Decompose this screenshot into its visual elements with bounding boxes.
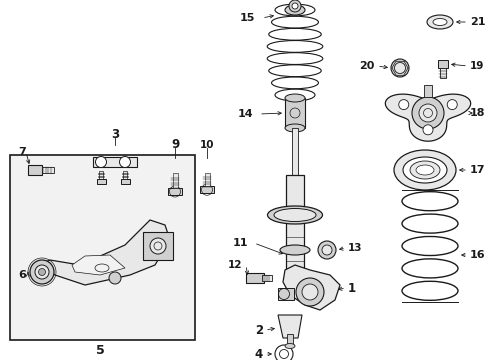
Bar — [96, 179, 105, 184]
Ellipse shape — [393, 150, 455, 190]
Text: 5: 5 — [96, 343, 104, 356]
Ellipse shape — [426, 15, 452, 29]
Ellipse shape — [280, 245, 309, 255]
Text: 14: 14 — [237, 109, 252, 119]
Ellipse shape — [415, 165, 433, 175]
Circle shape — [288, 0, 301, 12]
Bar — [200, 186, 214, 193]
Ellipse shape — [409, 161, 439, 179]
Ellipse shape — [95, 264, 109, 272]
Circle shape — [418, 104, 436, 122]
Circle shape — [150, 238, 165, 254]
Ellipse shape — [285, 5, 305, 15]
Ellipse shape — [273, 208, 315, 221]
Text: 8: 8 — [166, 250, 174, 260]
Text: 12: 12 — [227, 260, 242, 270]
Ellipse shape — [285, 124, 305, 132]
Text: 21: 21 — [469, 17, 485, 27]
Bar — [285, 98, 305, 128]
Text: 11: 11 — [232, 238, 247, 248]
Circle shape — [39, 269, 45, 275]
Text: 15: 15 — [239, 13, 254, 23]
Bar — [122, 171, 127, 179]
Bar — [10, 155, 195, 340]
Circle shape — [411, 97, 443, 129]
Ellipse shape — [432, 18, 446, 26]
Bar — [168, 188, 182, 195]
Text: 1: 1 — [347, 282, 355, 294]
Circle shape — [119, 157, 130, 167]
Bar — [286, 334, 292, 346]
Bar — [439, 68, 445, 78]
Bar — [142, 232, 173, 260]
Ellipse shape — [267, 206, 322, 224]
Circle shape — [394, 63, 405, 73]
Bar — [172, 173, 177, 188]
Text: 13: 13 — [347, 243, 362, 253]
Bar — [204, 173, 209, 186]
Bar — [291, 128, 297, 175]
Text: 18: 18 — [469, 108, 485, 118]
Circle shape — [398, 100, 408, 109]
Text: 6: 6 — [18, 270, 26, 280]
Bar — [423, 85, 431, 97]
Circle shape — [422, 125, 432, 135]
Text: 17: 17 — [469, 165, 485, 175]
Bar — [437, 60, 447, 68]
Bar — [245, 273, 264, 283]
Bar — [93, 157, 137, 167]
Ellipse shape — [285, 343, 294, 348]
Polygon shape — [72, 255, 125, 275]
Ellipse shape — [402, 157, 446, 183]
Polygon shape — [385, 94, 469, 141]
Bar — [285, 175, 304, 290]
Text: 4: 4 — [254, 347, 263, 360]
Polygon shape — [278, 315, 302, 338]
Circle shape — [321, 245, 331, 255]
Text: 3: 3 — [111, 129, 119, 141]
Circle shape — [295, 278, 324, 306]
Circle shape — [291, 3, 297, 9]
Text: 9: 9 — [170, 139, 179, 152]
Text: 2: 2 — [254, 324, 263, 337]
Text: 20: 20 — [359, 61, 374, 71]
Bar — [28, 165, 42, 175]
Text: 16: 16 — [469, 250, 485, 260]
Circle shape — [447, 100, 456, 109]
Circle shape — [390, 59, 408, 77]
Circle shape — [109, 272, 121, 284]
Polygon shape — [38, 220, 170, 285]
Bar — [262, 275, 271, 281]
Circle shape — [95, 157, 106, 167]
Bar — [42, 167, 54, 173]
Text: 7: 7 — [18, 147, 26, 157]
Ellipse shape — [285, 94, 305, 102]
Polygon shape — [283, 265, 339, 310]
Bar — [99, 171, 103, 179]
Circle shape — [317, 241, 335, 259]
Text: 19: 19 — [469, 61, 484, 71]
Circle shape — [302, 284, 317, 300]
Bar — [278, 288, 293, 300]
Circle shape — [35, 265, 49, 279]
Text: 10: 10 — [199, 140, 214, 150]
Circle shape — [30, 260, 54, 284]
Bar — [120, 179, 129, 184]
